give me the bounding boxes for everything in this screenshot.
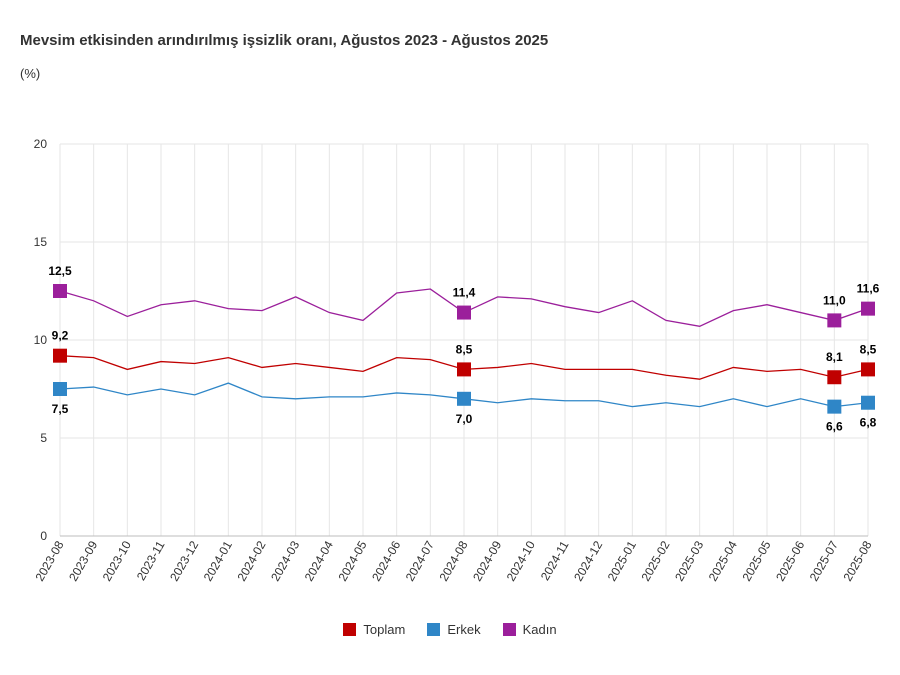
y-axis-ticks: 0 5 10 15 20 [34,137,48,543]
legend-item-toplam[interactable]: Toplam [343,622,405,637]
data-point-marker[interactable] [861,395,875,410]
data-label: 11,0 [823,293,846,307]
legend-swatch [427,623,441,636]
x-tick-label: 2025-02 [638,538,672,583]
legend-item-kadın[interactable]: Kadın [502,622,557,637]
data-label: 8,5 [860,342,877,356]
x-tick-label: 2025-05 [739,538,773,583]
x-tick-label: 2024-12 [571,538,605,583]
data-point-marker[interactable] [53,284,67,298]
x-tick-label: 2024-01 [201,538,235,583]
y-tick-label: 10 [34,333,48,347]
data-label: 7,0 [456,412,473,426]
data-label: 9,2 [52,329,69,343]
data-point-marker[interactable] [861,362,875,377]
data-label: 11,4 [453,286,476,300]
data-point-marker[interactable] [53,348,67,363]
x-tick-label: 2025-01 [605,538,639,583]
legend-item-erkek[interactable]: Erkek [427,622,481,637]
data-point-marker[interactable] [53,382,67,396]
x-tick-label: 2025-04 [706,538,740,583]
y-axis-unit: (%) [20,66,41,81]
legend-label: Erkek [447,622,481,637]
x-tick-label: 2024-02 [234,538,268,583]
legend-label: Toplam [363,622,406,637]
data-point-marker[interactable] [827,399,842,414]
data-label: 6,6 [826,420,843,434]
x-tick-label: 2024-05 [335,538,369,583]
data-point-marker[interactable] [827,370,842,385]
data-label: 8,1 [826,350,843,364]
x-tick-label: 2025-06 [773,538,807,583]
data-point-marker[interactable] [457,362,471,377]
x-tick-label: 2023-08 [32,538,66,583]
x-tick-label: 2023-12 [167,538,201,583]
x-tick-label: 2024-10 [504,538,538,583]
x-tick-label: 2025-08 [840,538,874,583]
y-tick-label: 0 [40,529,47,543]
chart-title: Mevsim etkisinden arındırılmış işsizlik … [20,32,549,49]
x-tick-label: 2024-06 [369,538,403,583]
data-label: 8,5 [456,342,473,356]
data-point-marker[interactable] [827,313,842,328]
series-group [53,284,875,414]
data-point-marker[interactable] [861,301,875,316]
x-tick-label: 2023-11 [134,538,168,583]
x-tick-label: 2024-04 [302,538,336,583]
x-tick-label: 2025-07 [807,538,841,583]
data-label: 7,5 [52,402,69,416]
x-tick-label: 2023-09 [66,538,100,583]
x-tick-label: 2024-09 [470,538,504,583]
legend-swatch [502,623,516,636]
x-tick-label: 2024-08 [436,538,470,583]
data-label: 12,5 [48,264,72,278]
x-tick-label: 2023-10 [100,538,134,583]
data-point-marker[interactable] [457,305,471,320]
data-label: 6,8 [860,416,877,430]
grid-lines [59,143,869,537]
legend: Toplam Erkek Kadın [0,622,900,637]
legend-swatch [343,623,357,636]
x-tick-label: 2024-03 [268,538,302,583]
x-axis-ticks: 2023-08 2023-09 2023-10 2023-11 2023-12 2024-… [32,538,874,583]
data-labels: 9,2 8,5 8,1 8,5 7,5 7,0 6,6 6,8 12,5 11,4 11,0 11,6 [48,264,879,434]
y-tick-label: 5 [40,431,47,445]
data-label: 11,6 [857,282,880,296]
legend-label: Kadın [522,622,557,637]
x-tick-label: 2024-07 [403,538,437,583]
x-tick-label: 2025-03 [672,538,706,583]
data-point-marker[interactable] [457,391,471,406]
y-tick-label: 15 [34,235,48,249]
y-tick-label: 20 [34,137,48,151]
x-tick-label: 2024-11 [538,538,572,583]
